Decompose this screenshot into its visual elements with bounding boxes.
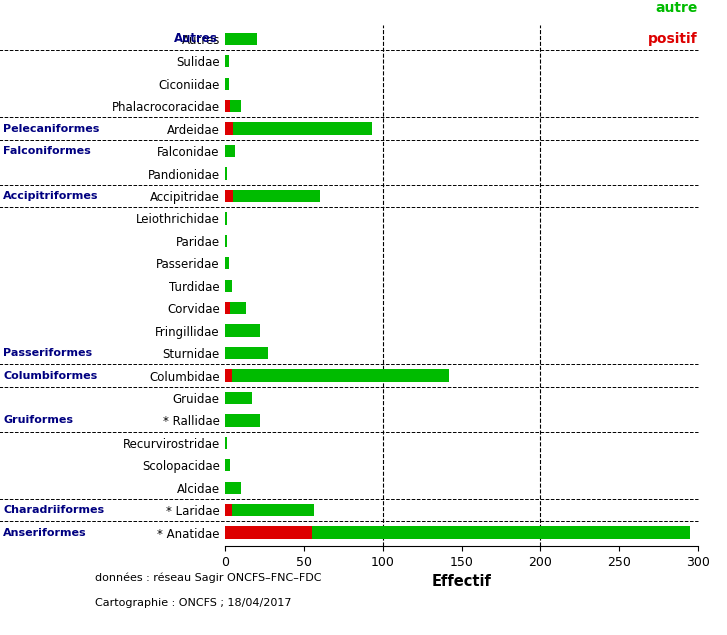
Bar [225,32,257,45]
X-axis label: Effectif: Effectif [432,575,491,589]
Text: Passeriformes: Passeriformes [4,348,92,358]
Bar [225,168,227,180]
Text: Pelecaniformes: Pelecaniformes [4,124,100,133]
Text: Anseriformes: Anseriformes [4,528,87,538]
Bar [233,190,320,202]
Bar [232,504,313,516]
Bar [225,414,260,427]
Bar [225,279,232,292]
Text: Gruiformes: Gruiformes [4,415,73,425]
Bar [225,324,260,337]
Text: données : réseau Sagir ONCFS–FNC–FDC: données : réseau Sagir ONCFS–FNC–FDC [95,573,321,583]
Text: Cartographie : ONCFS ; 18/04/2017: Cartographie : ONCFS ; 18/04/2017 [95,598,291,608]
Text: Columbiformes: Columbiformes [4,371,97,380]
Bar [225,302,230,314]
Bar [230,302,246,314]
Bar [225,370,232,382]
Bar [225,100,230,112]
Bar [225,123,233,135]
Text: Autres: Autres [174,32,218,45]
Bar [225,347,268,359]
Bar [225,55,228,67]
Bar [225,392,252,404]
Text: Falconiformes: Falconiformes [4,146,91,156]
Bar [225,257,228,269]
Bar [312,526,690,539]
Bar [225,235,227,247]
Bar [225,504,232,516]
Bar [225,145,235,157]
Bar [225,526,312,539]
Bar [225,212,227,225]
Bar [225,459,230,471]
Bar [232,370,449,382]
Bar [225,190,233,202]
Text: autre: autre [656,1,698,15]
Bar [225,437,227,449]
Text: Charadriiformes: Charadriiformes [4,505,105,515]
Bar [225,481,241,494]
Bar [225,77,228,90]
Text: positif: positif [648,32,698,46]
Text: Accipitriformes: Accipitriformes [4,191,99,201]
Bar [233,123,371,135]
Bar [230,100,241,112]
